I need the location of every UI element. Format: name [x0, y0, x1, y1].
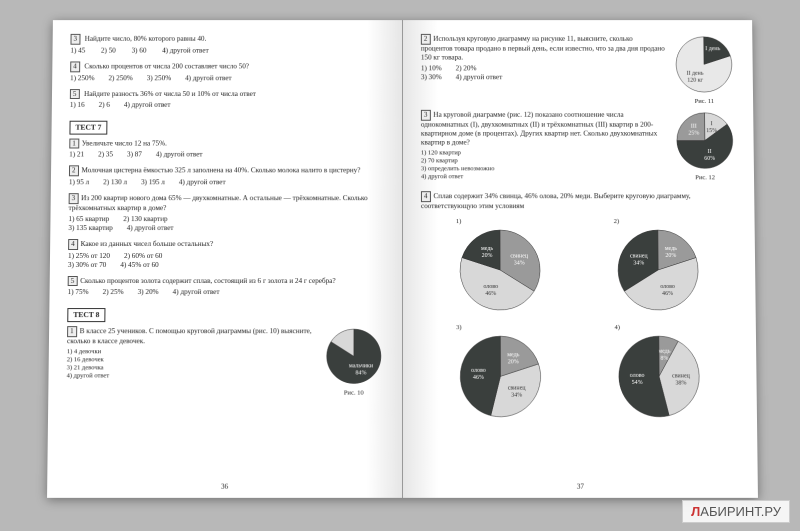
svg-text:медь: медь [658, 349, 671, 355]
pie-row-2: 3)медь20%свинец34%олово46% 4)медь8%свине… [421, 323, 739, 424]
svg-text:60%: 60% [704, 156, 715, 162]
svg-text:III: III [691, 124, 697, 130]
book-spread: 3 Найдите число, 80% которого равны 40. … [47, 20, 758, 498]
pie3: 3)медь20%свинец34%олово46% [456, 323, 545, 424]
svg-text:мальчики: мальчики [349, 363, 374, 369]
svg-text:46%: 46% [485, 291, 496, 297]
pie4: 4)медь8%свинец38%олово54% [614, 323, 703, 424]
pie-icon: I15%II60%III25% [674, 110, 736, 171]
svg-text:20%: 20% [508, 360, 519, 366]
svg-text:54%: 54% [632, 380, 643, 386]
svg-text:свинец: свинец [508, 386, 527, 392]
q5: 5 Найдите разность 36% от числа 50 и 10%… [70, 89, 384, 110]
svg-text:II день: II день [687, 71, 704, 77]
svg-text:34%: 34% [511, 393, 522, 399]
pie-icon: медь20% олово46% свинец34% [614, 226, 703, 314]
pie2: 2)медь20%олово46%свинец34% [614, 217, 703, 317]
svg-text:олово: олово [660, 284, 675, 290]
pie-icon: мальчики84% [324, 326, 384, 386]
svg-text:медь: медь [481, 246, 493, 252]
qtext: Найдите число, 80% которого равны 40. [85, 35, 207, 43]
fig11: I деньII день120 кг Рис. 11 [673, 34, 735, 106]
svg-text:120 кг: 120 кг [687, 78, 703, 84]
pie-icon: медь8%свинец38%олово54% [615, 333, 704, 422]
pie-icon: медь20% свинец34% олово46% [456, 333, 545, 422]
svg-text:38%: 38% [675, 381, 686, 387]
fig12: I15%II60%III25% Рис. 12 [674, 110, 737, 188]
svg-text:олово: олово [471, 368, 486, 374]
pie-icon: I день II день120 кг [673, 34, 735, 95]
svg-text:25%: 25% [688, 131, 699, 137]
svg-text:I: I [711, 121, 713, 127]
svg-text:46%: 46% [473, 375, 484, 381]
q4: 4 Сколько процентов от числа 200 составл… [70, 61, 384, 82]
pie-icon: свинец34% олово46% медь20% [456, 226, 544, 314]
svg-text:олово: олово [483, 284, 498, 290]
svg-text:34%: 34% [633, 261, 644, 267]
pie-row-1: 1)свинец34%олово46%медь20% 2)медь20%олов… [421, 217, 738, 317]
svg-text:I день: I день [705, 46, 720, 52]
svg-text:34%: 34% [514, 261, 525, 267]
q3: 3 Найдите число, 80% которого равны 40. … [70, 34, 384, 55]
watermark: ЛАБИРИНТ.РУ [682, 500, 790, 523]
svg-text:84%: 84% [355, 370, 366, 376]
svg-text:20%: 20% [482, 253, 493, 259]
right-page: 2Используя круговую диаграмму на рисунке… [403, 20, 758, 498]
svg-text:медь: медь [665, 246, 677, 252]
svg-text:20%: 20% [665, 253, 676, 259]
fig10: мальчики84% Рис. 10 [324, 326, 384, 398]
left-page: 3 Найдите число, 80% которого равны 40. … [47, 20, 403, 498]
svg-text:свинец: свинец [510, 254, 529, 260]
test7-heading: ТЕСТ 7 [69, 121, 107, 134]
page-number: 37 [577, 483, 584, 492]
pie1: 1)свинец34%олово46%медь20% [456, 217, 544, 317]
test8-heading: ТЕСТ 8 [67, 308, 105, 321]
svg-text:II: II [708, 149, 712, 155]
page-number: 36 [221, 483, 228, 492]
svg-text:46%: 46% [662, 291, 673, 297]
svg-text:свинец: свинец [630, 254, 649, 260]
opts: 1) 45 2) 50 3) 60 4) другой ответ [70, 46, 384, 55]
svg-text:олово: олово [630, 373, 645, 379]
qnum: 3 [70, 34, 80, 45]
svg-text:медь: медь [507, 353, 520, 359]
svg-text:свинец: свинец [672, 374, 691, 380]
watermark-l: Л [691, 504, 700, 519]
